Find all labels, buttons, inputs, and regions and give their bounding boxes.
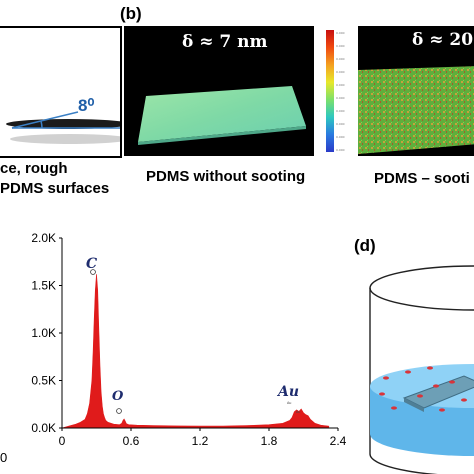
colorbar-tick-label: 0.000 bbox=[336, 44, 345, 48]
roughness-label-left: δ ≈ 7 nm bbox=[182, 32, 268, 52]
peak-label-au: Au bbox=[276, 384, 299, 400]
panel-b-label: (b) bbox=[120, 4, 142, 23]
afm-image-without-sooting: δ ≈ 7 nm bbox=[124, 26, 314, 156]
dish-base-edge bbox=[369, 453, 439, 474]
pdms-sample-edge bbox=[404, 398, 424, 412]
petri-dish-schematic bbox=[369, 265, 474, 474]
x-tick-label: 0.6 bbox=[123, 434, 140, 448]
colorbar-tick-label: 0.000 bbox=[336, 135, 345, 139]
panel-a-caption-line2: PDMS surfaces bbox=[0, 180, 110, 197]
droplet-reflection bbox=[10, 134, 120, 144]
colorbar-tick-label: 0.000 bbox=[336, 70, 345, 74]
panel-d-label: (d) bbox=[354, 236, 376, 255]
colorbar-tick-label: 0.000 bbox=[336, 57, 345, 61]
peak-label-c: C bbox=[86, 256, 97, 272]
y-tick-label: 1.5K bbox=[31, 279, 56, 293]
droplet-shape bbox=[6, 119, 120, 129]
smooth-surface-plane bbox=[138, 86, 306, 142]
peak-marker-c bbox=[90, 269, 96, 275]
afm-image-with-sooting: δ ≈ 20 bbox=[358, 26, 474, 156]
bacterium bbox=[461, 398, 467, 402]
bacterium bbox=[383, 376, 389, 380]
bacterium bbox=[405, 370, 411, 374]
colorbar-tick-label: 0.000 bbox=[336, 83, 345, 87]
angle-arc bbox=[40, 120, 43, 129]
pdms-sample-slab bbox=[402, 375, 474, 409]
dish-rim-top bbox=[369, 265, 474, 311]
height-colorbar bbox=[326, 30, 334, 152]
colorbar-tick-label: 0.000 bbox=[336, 122, 345, 126]
colorbar-tick-labels: 0.000 0.000 0.000 0.000 0.000 0.000 0.000 0.000… bbox=[336, 31, 345, 152]
colorbar-tick-label: 0.000 bbox=[336, 96, 345, 100]
x-tick-label: 1.2 bbox=[192, 434, 209, 448]
y-tick-label: 1.0K bbox=[31, 326, 56, 340]
x-tick-label: 1.8 bbox=[261, 434, 278, 448]
spectrum-series-area bbox=[61, 274, 330, 429]
y-tick-label: 0.5K bbox=[31, 374, 56, 388]
peak-label-o: O bbox=[112, 389, 124, 404]
rough-surface-plane bbox=[358, 66, 474, 154]
colorbar-tick-label: 0.000 bbox=[336, 109, 345, 113]
bacterium bbox=[433, 384, 439, 388]
panel-a-droplet-image: 8⁰ bbox=[0, 26, 122, 158]
y-tick-label: 0.0K bbox=[31, 421, 56, 435]
peak-label-au-small-1: Au bbox=[287, 401, 291, 405]
bacterium bbox=[439, 408, 445, 412]
surface-edge bbox=[138, 126, 306, 145]
contact-angle-label: 8⁰ bbox=[78, 96, 95, 115]
panel-a-caption-line1: ce, rough bbox=[0, 160, 68, 177]
colorbar-tick-label: 0.000 bbox=[336, 31, 345, 35]
peak-label-au-small-2: Au bbox=[296, 410, 300, 414]
roughness-label-right: δ ≈ 20 bbox=[412, 30, 474, 50]
bacterium bbox=[391, 406, 397, 410]
tangent-line bbox=[11, 111, 79, 129]
eds-spectrum-chart: 0.0K 0.5K 1.0K 1.5K 2.0K 0 0.6 1.2 1.8 2.4 C O A… bbox=[31, 231, 347, 448]
panel-c-partial-label: 0 bbox=[0, 450, 8, 465]
colorbar-tick-label: 0.000 bbox=[336, 148, 345, 152]
bacterium bbox=[379, 392, 385, 396]
afm-surface-rough bbox=[358, 66, 474, 154]
panel-b-caption-right: PDMS – sooti bbox=[374, 170, 470, 187]
x-tick-label: 2.4 bbox=[330, 434, 347, 448]
peak-marker-o bbox=[116, 408, 122, 414]
panel-b-caption-left: PDMS without sooting bbox=[146, 168, 306, 185]
bacterium bbox=[449, 380, 455, 384]
bacterium bbox=[417, 394, 423, 398]
bacteria-dots bbox=[379, 366, 467, 412]
droplet-contact-angle-figure bbox=[6, 111, 120, 144]
bacterium bbox=[427, 366, 433, 370]
afm-surface-smooth bbox=[138, 86, 306, 145]
x-tick-label: 0 bbox=[59, 434, 66, 448]
y-tick-label: 2.0K bbox=[31, 231, 56, 245]
